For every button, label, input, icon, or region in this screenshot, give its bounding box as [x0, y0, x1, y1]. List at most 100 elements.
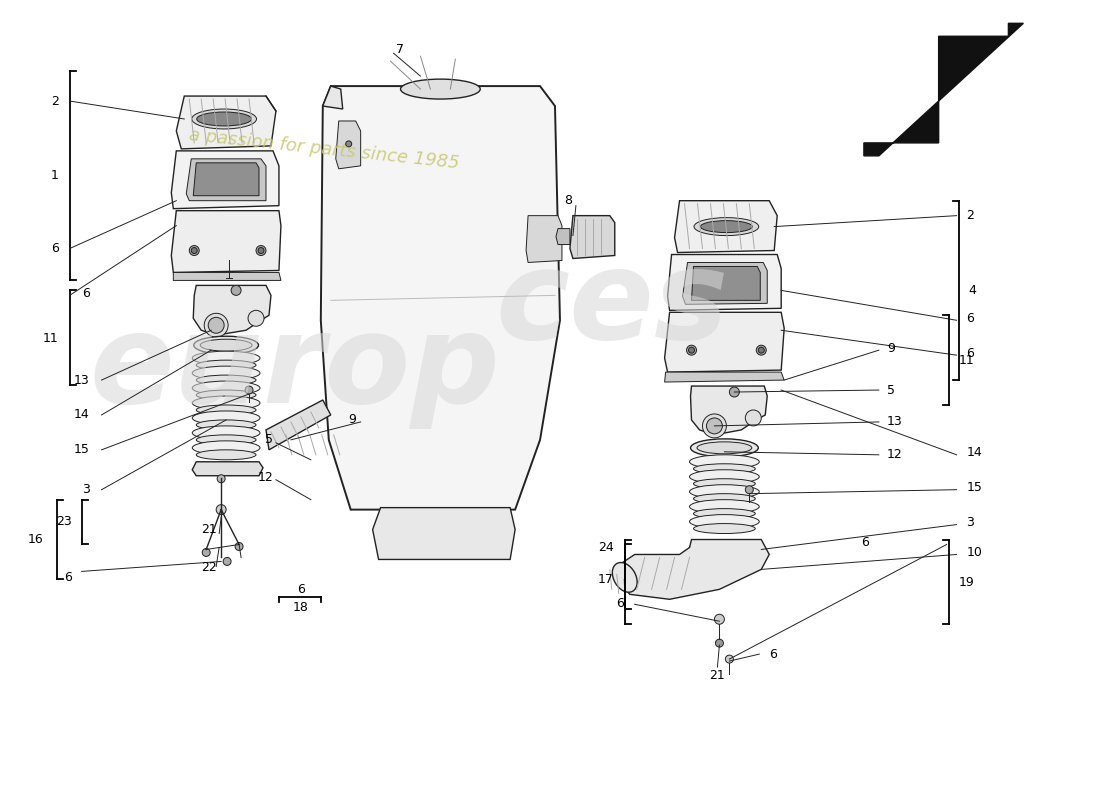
Ellipse shape — [690, 470, 759, 484]
Ellipse shape — [691, 439, 758, 457]
Text: 5: 5 — [887, 383, 894, 397]
Text: 6: 6 — [967, 312, 975, 325]
Ellipse shape — [690, 514, 759, 529]
Text: 9: 9 — [348, 414, 355, 426]
Ellipse shape — [697, 442, 751, 454]
Ellipse shape — [400, 79, 481, 99]
Polygon shape — [322, 86, 343, 109]
Circle shape — [757, 345, 767, 355]
Text: 23: 23 — [56, 515, 72, 528]
Polygon shape — [664, 372, 784, 382]
Text: 6: 6 — [64, 571, 72, 584]
Text: 8: 8 — [564, 194, 572, 207]
Text: 2: 2 — [967, 209, 975, 222]
Polygon shape — [668, 254, 781, 310]
Circle shape — [258, 247, 264, 254]
Text: ces: ces — [495, 244, 728, 365]
Polygon shape — [691, 386, 767, 435]
Text: 11: 11 — [43, 332, 58, 345]
Circle shape — [231, 286, 241, 295]
Ellipse shape — [690, 485, 759, 498]
Polygon shape — [266, 400, 331, 450]
Text: 14: 14 — [74, 409, 89, 422]
Ellipse shape — [701, 221, 752, 233]
Text: 6: 6 — [769, 648, 777, 661]
Text: 6: 6 — [616, 597, 624, 610]
Ellipse shape — [200, 339, 252, 351]
Ellipse shape — [693, 509, 756, 518]
Text: 15: 15 — [967, 481, 982, 494]
Polygon shape — [682, 262, 767, 304]
Circle shape — [217, 474, 226, 482]
Ellipse shape — [693, 523, 756, 534]
Text: 14: 14 — [967, 446, 982, 459]
Circle shape — [686, 345, 696, 355]
Polygon shape — [186, 159, 266, 201]
Text: 5: 5 — [265, 434, 273, 446]
Ellipse shape — [690, 455, 759, 469]
Polygon shape — [692, 266, 760, 300]
Ellipse shape — [693, 464, 756, 474]
Polygon shape — [172, 151, 279, 209]
Text: 13: 13 — [74, 374, 89, 386]
Text: 3: 3 — [81, 483, 89, 496]
Circle shape — [235, 542, 243, 550]
Text: 18: 18 — [293, 601, 309, 614]
Circle shape — [217, 505, 227, 514]
Text: 2: 2 — [51, 94, 58, 107]
Text: 4: 4 — [968, 284, 977, 297]
Text: 6: 6 — [967, 346, 975, 360]
Text: 7: 7 — [396, 42, 404, 56]
Text: europ: europ — [89, 308, 500, 429]
Text: 6: 6 — [861, 536, 869, 549]
Circle shape — [245, 386, 253, 394]
Ellipse shape — [192, 396, 260, 410]
Polygon shape — [174, 273, 280, 281]
Text: 10: 10 — [967, 546, 982, 559]
Text: 6: 6 — [81, 287, 89, 300]
Ellipse shape — [192, 381, 260, 395]
Ellipse shape — [196, 435, 256, 445]
Circle shape — [729, 387, 739, 397]
Circle shape — [249, 310, 264, 326]
Circle shape — [703, 414, 726, 438]
Ellipse shape — [197, 112, 252, 126]
Text: 21: 21 — [201, 523, 217, 536]
Text: 9: 9 — [887, 342, 894, 354]
Ellipse shape — [192, 351, 260, 365]
Text: 12: 12 — [257, 471, 273, 484]
Polygon shape — [194, 163, 258, 196]
Text: 19: 19 — [958, 576, 975, 589]
Ellipse shape — [196, 375, 256, 385]
Text: a passion for parts since 1985: a passion for parts since 1985 — [188, 126, 461, 172]
Text: 22: 22 — [201, 561, 217, 574]
Ellipse shape — [196, 390, 256, 400]
Circle shape — [758, 347, 764, 353]
Text: 24: 24 — [598, 541, 614, 554]
Polygon shape — [172, 210, 280, 273]
Circle shape — [746, 486, 754, 494]
Ellipse shape — [613, 562, 637, 592]
Ellipse shape — [191, 109, 256, 129]
Polygon shape — [192, 462, 263, 476]
Circle shape — [714, 614, 725, 624]
Text: 15: 15 — [74, 443, 89, 456]
Circle shape — [223, 558, 231, 566]
Ellipse shape — [196, 450, 256, 460]
Text: 21: 21 — [710, 669, 725, 682]
Polygon shape — [664, 312, 784, 372]
Polygon shape — [674, 201, 778, 253]
Ellipse shape — [192, 411, 260, 425]
Text: 11: 11 — [958, 354, 975, 366]
Text: 6: 6 — [297, 583, 305, 596]
Polygon shape — [176, 96, 276, 149]
Text: 6: 6 — [51, 242, 58, 255]
Polygon shape — [336, 121, 361, 169]
Circle shape — [191, 247, 197, 254]
Polygon shape — [570, 216, 615, 258]
Ellipse shape — [192, 441, 260, 455]
Text: 16: 16 — [28, 533, 44, 546]
Ellipse shape — [196, 405, 256, 415]
Circle shape — [725, 655, 734, 663]
Text: 1: 1 — [51, 170, 58, 182]
